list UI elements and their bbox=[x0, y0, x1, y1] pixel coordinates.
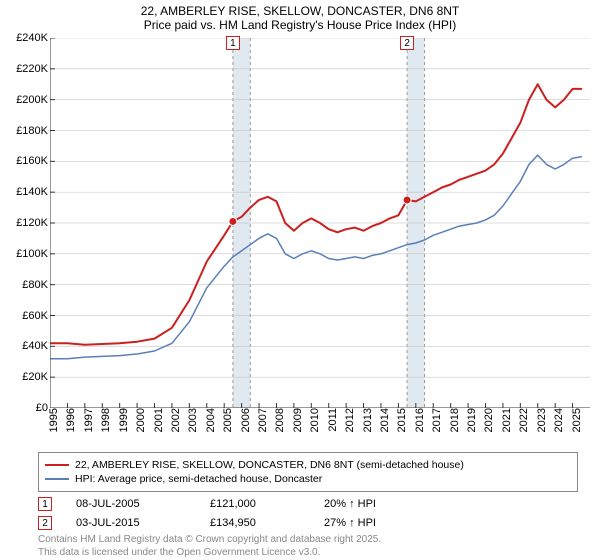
y-axis-label: £80K bbox=[22, 279, 50, 291]
sale-row: 2 03-JUL-2015 £134,950 27% ↑ HPI bbox=[38, 516, 578, 530]
x-axis-label: 1997 bbox=[81, 408, 95, 432]
x-axis-label: 2005 bbox=[220, 408, 234, 432]
x-axis-label: 2006 bbox=[238, 408, 252, 432]
x-axis-label: 2020 bbox=[481, 408, 495, 432]
sale-marker-badge: 1 bbox=[226, 36, 240, 50]
x-axis-label: 2024 bbox=[551, 408, 565, 432]
chart-title-main: 22, AMBERLEY RISE, SKELLOW, DONCASTER, D… bbox=[0, 4, 600, 18]
x-axis-label: 2010 bbox=[307, 408, 321, 432]
y-axis-label: £100K bbox=[16, 248, 50, 260]
x-axis-label: 2018 bbox=[447, 408, 461, 432]
x-axis-label: 2017 bbox=[429, 408, 443, 432]
x-axis-label: 2019 bbox=[464, 408, 478, 432]
x-axis-label: 2001 bbox=[151, 408, 165, 432]
x-axis-label: 2021 bbox=[499, 408, 513, 432]
x-axis-label: 2012 bbox=[342, 408, 356, 432]
x-axis-label: 1995 bbox=[46, 408, 60, 432]
sale-row: 1 08-JUL-2005 £121,000 20% ↑ HPI bbox=[38, 497, 578, 511]
y-axis-label: £200K bbox=[16, 94, 50, 106]
x-axis-label: 2011 bbox=[325, 408, 339, 432]
sale-price: £121,000 bbox=[210, 498, 300, 510]
legend-label: 22, AMBERLEY RISE, SKELLOW, DONCASTER, D… bbox=[75, 459, 464, 471]
x-axis-label: 2014 bbox=[377, 408, 391, 432]
x-axis-label: 2013 bbox=[360, 408, 374, 432]
x-axis-label: 2022 bbox=[516, 408, 530, 432]
sale-price: £134,950 bbox=[210, 517, 300, 529]
x-axis-label: 2007 bbox=[255, 408, 269, 432]
y-axis-label: £220K bbox=[16, 63, 50, 75]
y-axis-label: £60K bbox=[22, 310, 50, 322]
x-axis-label: 2023 bbox=[534, 408, 548, 432]
y-axis-label: £120K bbox=[16, 217, 50, 229]
x-axis-label: 1996 bbox=[63, 408, 77, 432]
sale-date: 08-JUL-2005 bbox=[76, 498, 186, 510]
sale-badge: 1 bbox=[38, 497, 52, 511]
sale-delta: 20% ↑ HPI bbox=[324, 498, 376, 510]
x-axis-label: 2016 bbox=[412, 408, 426, 432]
x-axis-label: 2000 bbox=[133, 408, 147, 432]
sale-date: 03-JUL-2015 bbox=[76, 517, 186, 529]
chart-title-sub: Price paid vs. HM Land Registry's House … bbox=[0, 18, 600, 32]
sale-delta: 27% ↑ HPI bbox=[324, 517, 376, 529]
legend-swatch bbox=[45, 478, 69, 480]
x-axis-label: 2015 bbox=[394, 408, 408, 432]
x-axis-label: 1999 bbox=[116, 408, 130, 432]
x-axis-label: 2002 bbox=[168, 408, 182, 432]
sales-rows: 1 08-JUL-2005 £121,000 20% ↑ HPI 2 03-JUL-201… bbox=[38, 497, 578, 530]
chart-area: £0£20K£40K£60K£80K£100K£120K£140K£160K£1… bbox=[50, 38, 590, 408]
y-axis-label: £160K bbox=[16, 155, 50, 167]
x-axis-label: 2025 bbox=[569, 408, 583, 432]
attribution-line2: This data is licensed under the Open Gov… bbox=[38, 547, 578, 560]
legend-swatch bbox=[45, 464, 69, 466]
attribution: Contains HM Land Registry data © Crown c… bbox=[38, 534, 578, 559]
y-axis-label: £140K bbox=[16, 186, 50, 198]
x-axis-label: 2003 bbox=[185, 408, 199, 432]
legend-and-sales: 22, AMBERLEY RISE, SKELLOW, DONCASTER, D… bbox=[38, 452, 578, 559]
attribution-line1: Contains HM Land Registry data © Crown c… bbox=[38, 534, 578, 547]
y-axis-label: £40K bbox=[22, 340, 50, 352]
y-axis-label: £240K bbox=[16, 32, 50, 44]
sale-badge: 2 bbox=[38, 516, 52, 530]
x-axis-label: 2008 bbox=[272, 408, 286, 432]
x-axis-label: 1998 bbox=[98, 408, 112, 432]
y-axis-label: £180K bbox=[16, 125, 50, 137]
x-axis-label: 2009 bbox=[290, 408, 304, 432]
legend-label: HPI: Average price, semi-detached house,… bbox=[75, 473, 322, 485]
legend-row: HPI: Average price, semi-detached house,… bbox=[45, 473, 571, 485]
chart-svg bbox=[50, 38, 590, 408]
x-axis-label: 2004 bbox=[203, 408, 217, 432]
chart-titles: 22, AMBERLEY RISE, SKELLOW, DONCASTER, D… bbox=[0, 0, 600, 32]
sale-marker-badge: 2 bbox=[400, 36, 414, 50]
y-axis-label: £20K bbox=[22, 371, 50, 383]
legend-frame: 22, AMBERLEY RISE, SKELLOW, DONCASTER, D… bbox=[38, 452, 578, 492]
legend-row: 22, AMBERLEY RISE, SKELLOW, DONCASTER, D… bbox=[45, 459, 571, 471]
